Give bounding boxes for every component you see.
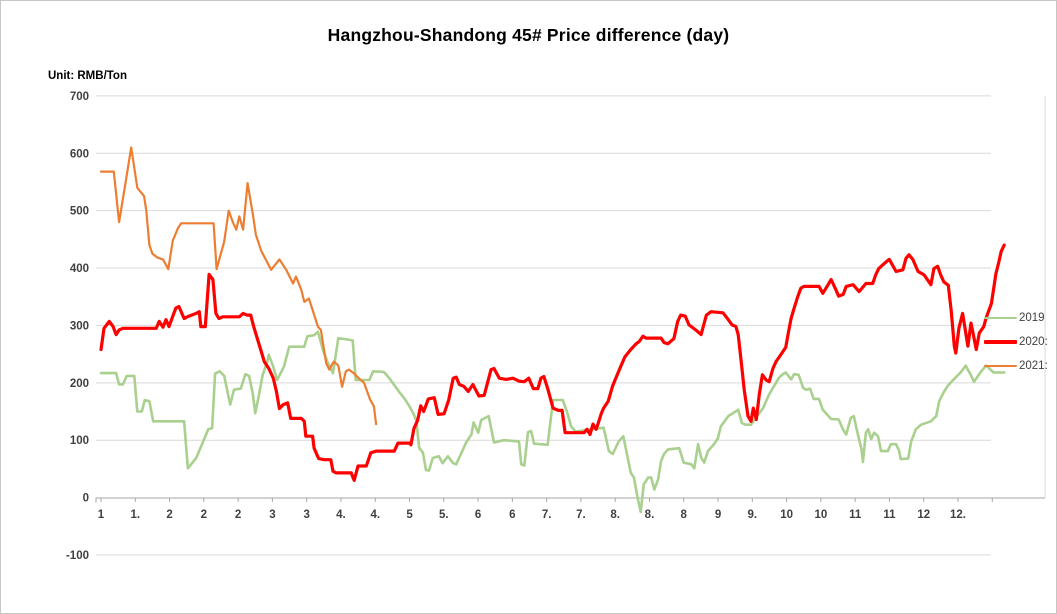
y-tick-label: 100 [70,435,89,447]
series-line-2021 [99,146,378,426]
x-tick-label: 7. [576,509,586,521]
x-tick-label: 2 [166,509,172,521]
legend-item-2021: 2021: [984,354,1056,378]
y-axis-unit-label: Unit: RMB/Ton [48,70,127,82]
axis-tick-labels: 700 600 500 400 300 200 100 0 -100 1 1. 2 2 2 3 3 4. 4. 5 5… [66,91,966,562]
x-tick-label: 9 [715,509,721,521]
chart-title: Hangzhou-Shandong 45# Price difference (… [327,25,730,45]
legend-item-2019: 2019 [984,306,1056,330]
x-tick-label: 7. [542,509,552,521]
x-tick-label: 6 [509,509,515,521]
x-tick-label: 10 [814,509,827,521]
x-tick-label: 6 [475,509,481,521]
y-tick-label: -100 [66,550,89,562]
x-tick-label: 11 [883,509,896,521]
x-tick-label: 5 [406,509,413,521]
y-tick-label: 700 [70,91,89,103]
legend-swatch-2020 [984,340,1017,344]
x-tick-label: 12 [917,509,930,521]
x-tick-label: 3 [269,509,275,521]
x-tick-label: 10 [780,509,793,521]
series-line-2020 [99,243,1006,482]
x-tick-label: 8. [645,509,655,521]
y-tick-label: 500 [70,206,89,218]
y-tick-label: 300 [70,320,89,332]
x-tick-label: 11 [849,509,862,521]
y-tick-label: 600 [70,148,89,160]
y-tick-label: 200 [70,378,89,390]
y-tick-label: 0 [83,493,89,505]
x-tick-label: 8 [681,509,688,521]
legend-label-2021: 2021: [1019,360,1048,372]
x-tick-label: 8. [610,509,620,521]
x-tick-label: 5. [439,509,449,521]
series-lines [99,146,1006,514]
y-tick-label: 400 [70,263,89,275]
legend-label-2019: 2019 [1019,312,1045,324]
series-line-2019 [99,330,1006,514]
x-axis [95,497,1045,503]
x-tick-label: 1 [98,509,105,521]
x-tick-label: 4. [336,509,346,521]
x-tick-label: 9. [748,509,758,521]
x-tick-label: 3 [303,509,309,521]
x-tick-label: 12. [950,509,966,521]
x-tick-label: 1. [130,509,140,521]
gridlines [96,95,1046,556]
legend: 2019 2020: 2021: [984,306,1056,378]
legend-swatch-2019 [984,316,1017,320]
legend-swatch-2021 [984,364,1017,368]
x-tick-label: 4. [370,509,380,521]
x-tick-label: 2 [235,509,241,521]
legend-item-2020: 2020: [984,330,1056,354]
x-tick-label: 2 [201,509,207,521]
legend-label-2020: 2020: [1019,336,1048,348]
